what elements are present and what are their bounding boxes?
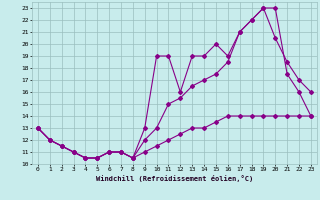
X-axis label: Windchill (Refroidissement éolien,°C): Windchill (Refroidissement éolien,°C) <box>96 175 253 182</box>
